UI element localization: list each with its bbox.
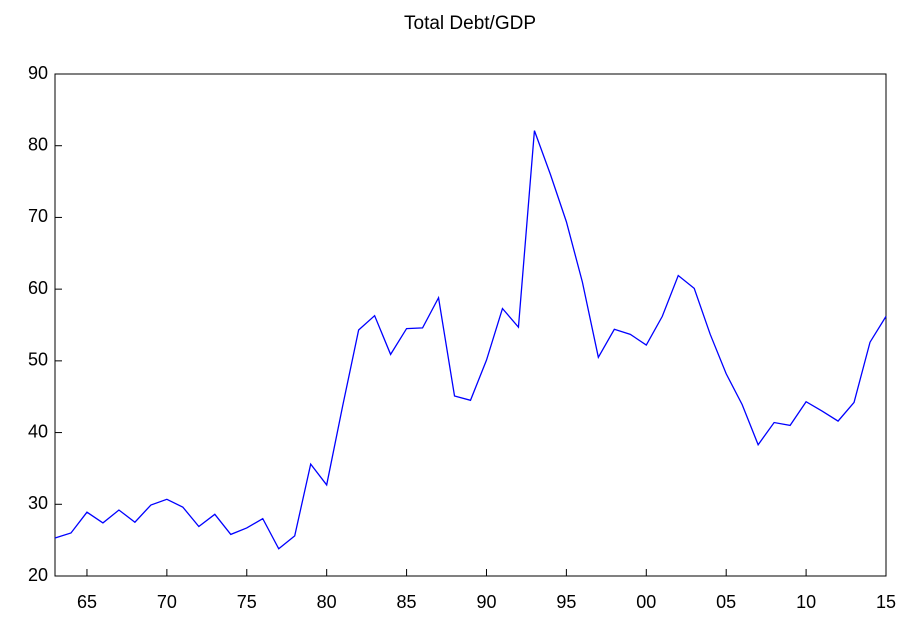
data-line [54,130,887,550]
y-tick-label: 80 [28,134,48,154]
x-tick-label: 05 [716,592,736,612]
y-tick-label: 60 [28,278,48,298]
x-tick-label: 65 [77,592,97,612]
x-tick-label: 70 [157,592,177,612]
x-tick-label: 10 [796,592,816,612]
y-tick-label: 50 [28,350,48,370]
y-tick-label: 90 [28,63,48,83]
x-tick-label: 95 [556,592,576,612]
x-tick-label: 15 [876,592,896,612]
y-tick-label: 30 [28,493,48,513]
x-tick-label: 00 [636,592,656,612]
y-tick-label: 70 [28,206,48,226]
x-tick-label: 85 [397,592,417,612]
x-tick-label: 90 [476,592,496,612]
y-tick-label: 20 [28,565,48,585]
plot-frame [54,73,887,577]
chart-title: Total Debt/GDP [404,13,536,34]
y-tick-label: 40 [28,421,48,441]
x-tick-label: 75 [237,592,257,612]
x-tick-label: 80 [317,592,337,612]
